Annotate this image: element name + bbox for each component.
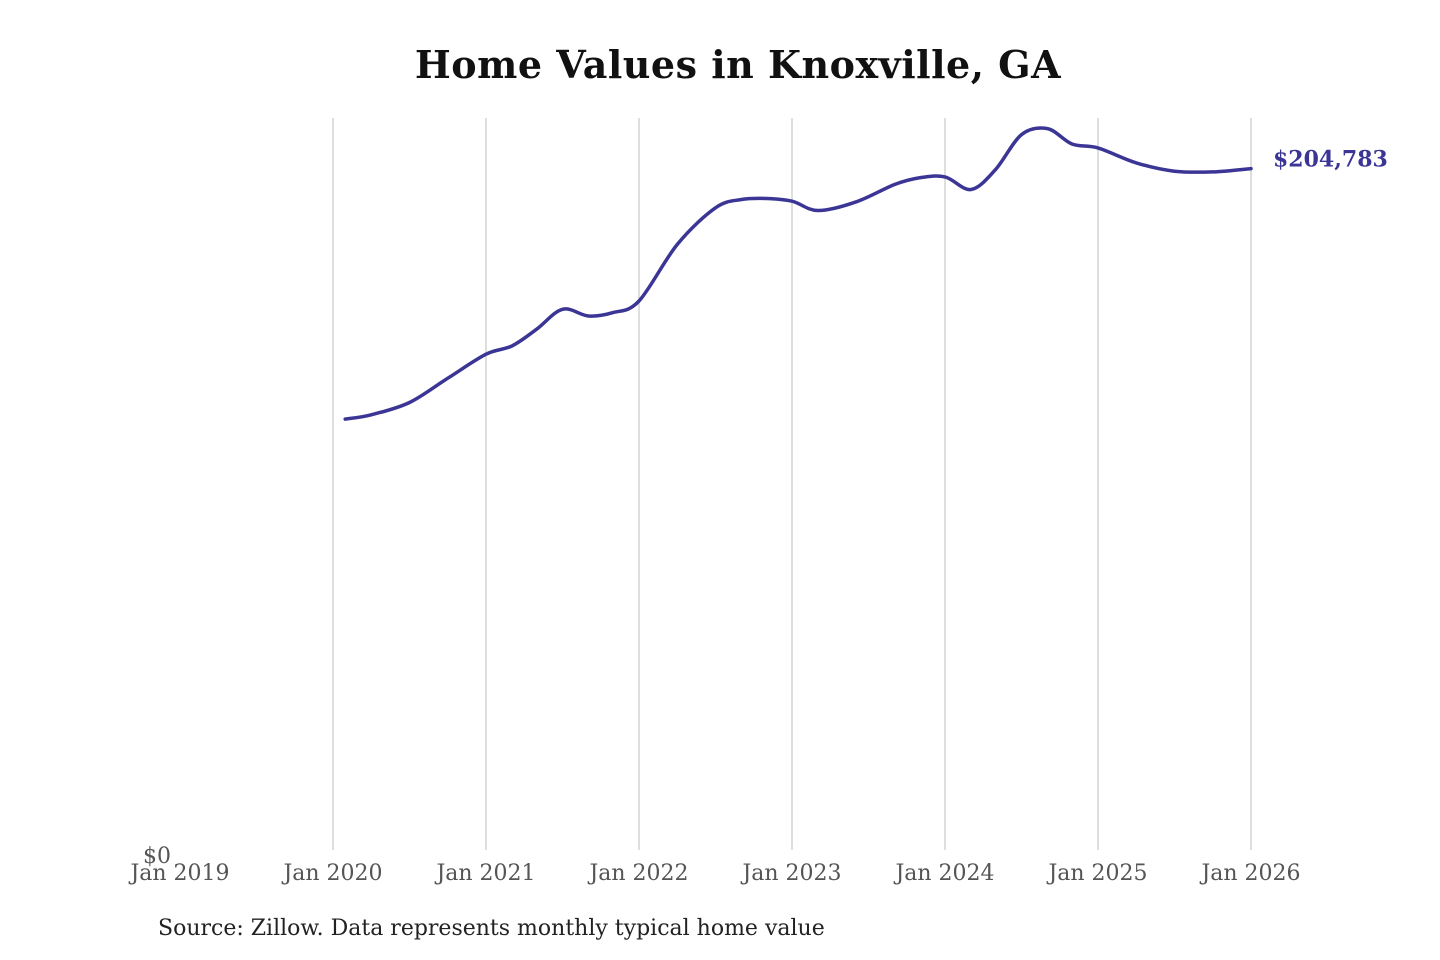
x-tick-label: Jan 2026 <box>1199 861 1300 886</box>
x-tick-label: Jan 2021 <box>434 861 535 886</box>
y-tick-label: $0 <box>143 844 171 869</box>
x-tick-label: Jan 2020 <box>281 861 382 886</box>
source-note: Source: Zillow. Data represents monthly … <box>158 916 825 941</box>
axis-tick-labels: Jan 2019 Jan 2020 Jan 2021 Jan 2022 Jan 2023… <box>128 844 1300 886</box>
gridlines <box>332 118 1252 850</box>
home-value-line <box>343 126 1253 421</box>
end-value-label: $204,783 <box>1273 147 1388 173</box>
line-chart: Jan 2019 Jan 2020 Jan 2021 Jan 2022 Jan 2023… <box>128 118 1388 886</box>
x-tick-label: Jan 2023 <box>740 861 841 886</box>
series-layer: $204,783 <box>343 126 1388 421</box>
x-tick-label: Jan 2019 <box>128 861 229 886</box>
x-tick-label: Jan 2025 <box>1046 861 1147 886</box>
x-tick-label: Jan 2022 <box>587 861 688 886</box>
chart-title: Home Values in Knoxville, GA <box>414 42 1062 87</box>
x-tick-label: Jan 2024 <box>893 861 994 886</box>
